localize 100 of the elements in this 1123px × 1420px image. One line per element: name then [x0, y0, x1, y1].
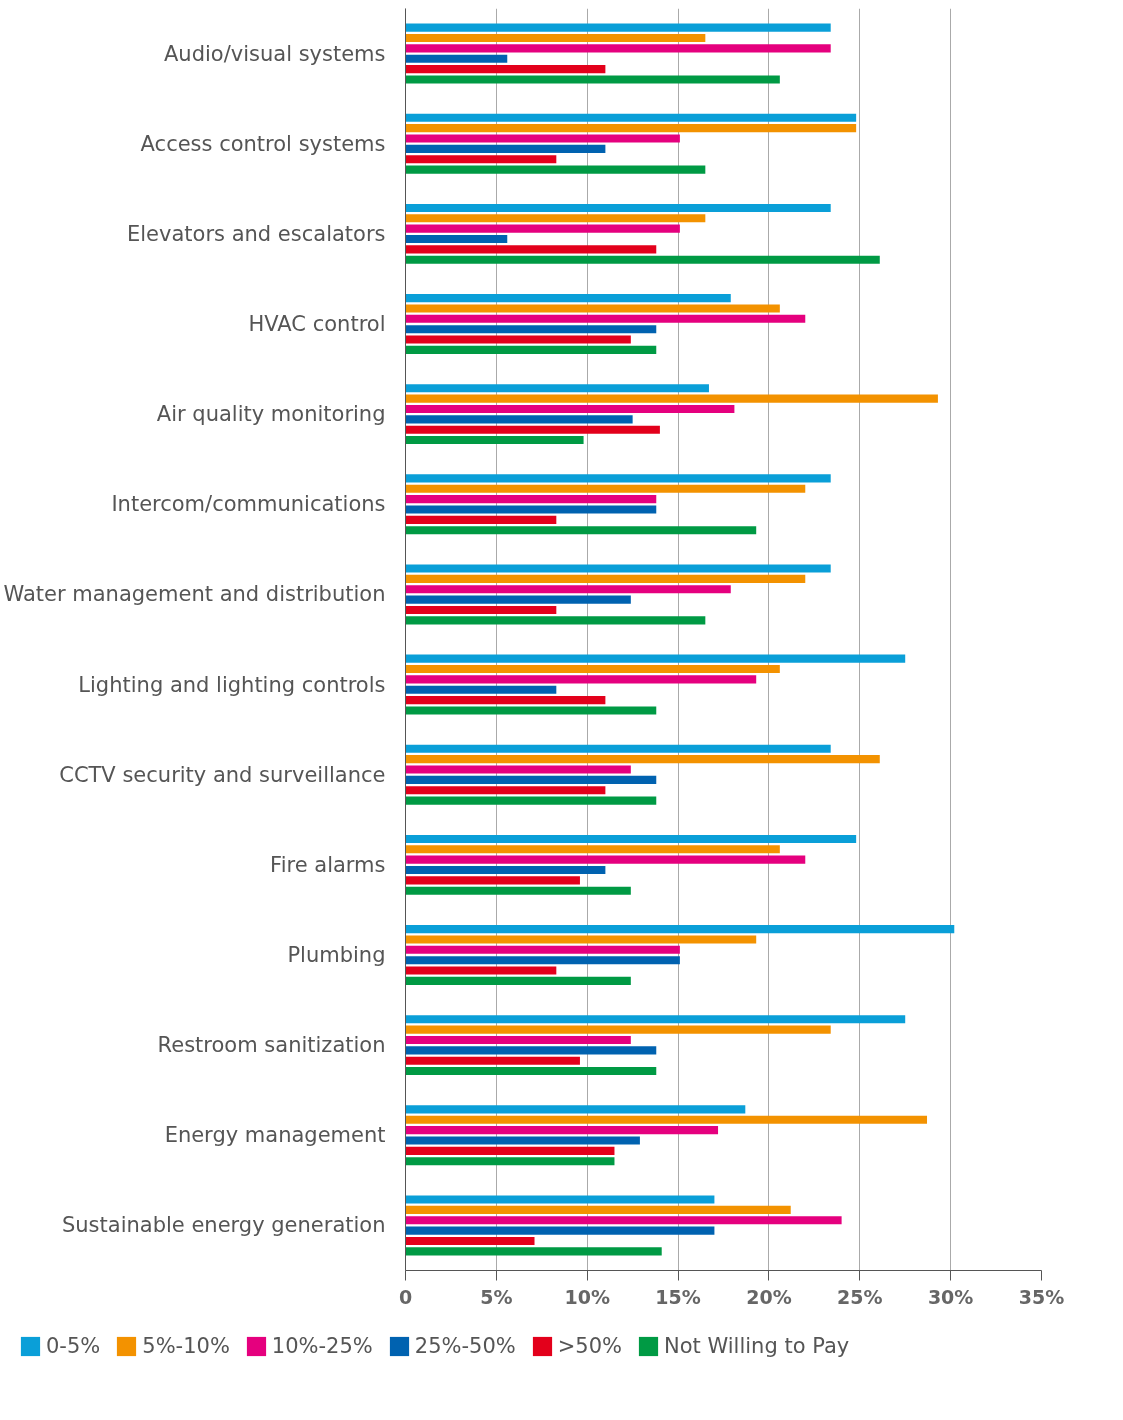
- y-tick-label: Fire alarms: [270, 852, 386, 877]
- bar: [405, 335, 631, 344]
- bar: [405, 574, 806, 583]
- bar: [405, 654, 906, 663]
- bar: [405, 876, 580, 885]
- bar: [405, 526, 757, 535]
- bar: [405, 696, 606, 705]
- bar: [405, 314, 806, 323]
- bar: [405, 1056, 580, 1065]
- x-tick-label: 0: [398, 1285, 413, 1308]
- bar: [405, 845, 780, 854]
- bar: [405, 855, 806, 864]
- bar: [405, 1205, 791, 1214]
- bar: [405, 755, 880, 764]
- bar: [405, 234, 508, 244]
- bar: [405, 786, 606, 795]
- bar: [405, 945, 680, 954]
- y-tick-label: Intercom/communications: [111, 492, 386, 517]
- x-tick-label: 30%: [927, 1285, 974, 1308]
- x-tick-label: 25%: [837, 1285, 883, 1308]
- bar: [405, 23, 831, 32]
- bar: [405, 214, 706, 223]
- legend-label: 5%-10%: [142, 1334, 230, 1358]
- bar: [405, 595, 631, 604]
- y-tick-label: Audio/visual systems: [163, 41, 386, 66]
- x-tick-label: 15%: [655, 1285, 701, 1308]
- bar: [405, 203, 831, 212]
- y-tick-label: Plumbing: [287, 943, 386, 967]
- bar: [405, 1226, 715, 1235]
- bar: [405, 1146, 615, 1155]
- legend-label: >50%: [557, 1334, 622, 1358]
- bar: [405, 865, 606, 875]
- bar: [405, 425, 660, 434]
- bar: [405, 144, 606, 153]
- bar: [405, 616, 706, 625]
- bar: [405, 505, 657, 514]
- y-tick-label: Lighting and lighting controls: [78, 672, 386, 697]
- bar: [405, 706, 657, 715]
- bar: [405, 325, 657, 334]
- bar: [405, 685, 557, 694]
- bar: [405, 245, 657, 254]
- bar: [405, 1105, 746, 1114]
- bar: [405, 956, 680, 965]
- legend-label: 25%-50%: [414, 1334, 516, 1358]
- bar: [405, 75, 780, 84]
- bar: [405, 113, 857, 122]
- bar: [405, 1247, 662, 1256]
- legend-label: 10%-25%: [271, 1334, 373, 1358]
- bar: [405, 294, 731, 303]
- bar: [405, 54, 508, 63]
- bar: [405, 155, 557, 164]
- bar: [405, 1157, 615, 1166]
- x-tick-label: 5%: [480, 1285, 513, 1308]
- bar: [405, 1136, 640, 1145]
- bar: [405, 1015, 906, 1024]
- bar: [405, 585, 731, 594]
- y-tick-label: Restroom sanitization: [157, 1033, 386, 1058]
- bar: [405, 834, 857, 843]
- bar: [405, 966, 557, 975]
- bar: [405, 404, 735, 414]
- bar: [405, 605, 557, 615]
- bar: [405, 124, 857, 133]
- bar: [405, 664, 780, 674]
- x-tick-label: 10%: [564, 1285, 610, 1308]
- y-tick-label: HVAC control: [248, 312, 386, 336]
- bar: [405, 935, 757, 944]
- bar: [405, 1236, 535, 1246]
- bar: [405, 775, 657, 784]
- bar: [405, 1126, 719, 1135]
- bar: [405, 304, 780, 313]
- bar: [405, 224, 680, 233]
- x-tick-label: 20%: [746, 1285, 792, 1308]
- bar: [405, 675, 757, 684]
- y-tick-label: Elevators and escalators: [127, 221, 386, 246]
- bar: [405, 1216, 842, 1225]
- bar: [405, 495, 657, 504]
- bar: [405, 165, 706, 174]
- y-tick-label: Access control systems: [140, 131, 386, 156]
- bar: [405, 1025, 831, 1034]
- bar: [405, 515, 557, 524]
- x-tick-label: 35%: [1018, 1285, 1065, 1308]
- bar: [405, 345, 657, 354]
- bar: [405, 796, 657, 805]
- bar: [405, 1195, 715, 1204]
- bar: [405, 976, 631, 985]
- y-tick-label: Energy management: [164, 1123, 386, 1148]
- bar: [405, 1035, 631, 1045]
- bar: [405, 255, 880, 264]
- bar: [405, 134, 680, 143]
- bar: [405, 744, 831, 753]
- bar: [405, 765, 631, 774]
- legend-label: Not Willing to Pay: [664, 1334, 850, 1358]
- bar: [405, 44, 831, 53]
- bar: [405, 474, 831, 483]
- bar: [405, 1115, 928, 1124]
- bar: [405, 394, 938, 403]
- bar: [405, 384, 709, 393]
- bar: [405, 1046, 657, 1055]
- bar: [405, 65, 606, 74]
- legend-label: 0-5%: [46, 1334, 101, 1358]
